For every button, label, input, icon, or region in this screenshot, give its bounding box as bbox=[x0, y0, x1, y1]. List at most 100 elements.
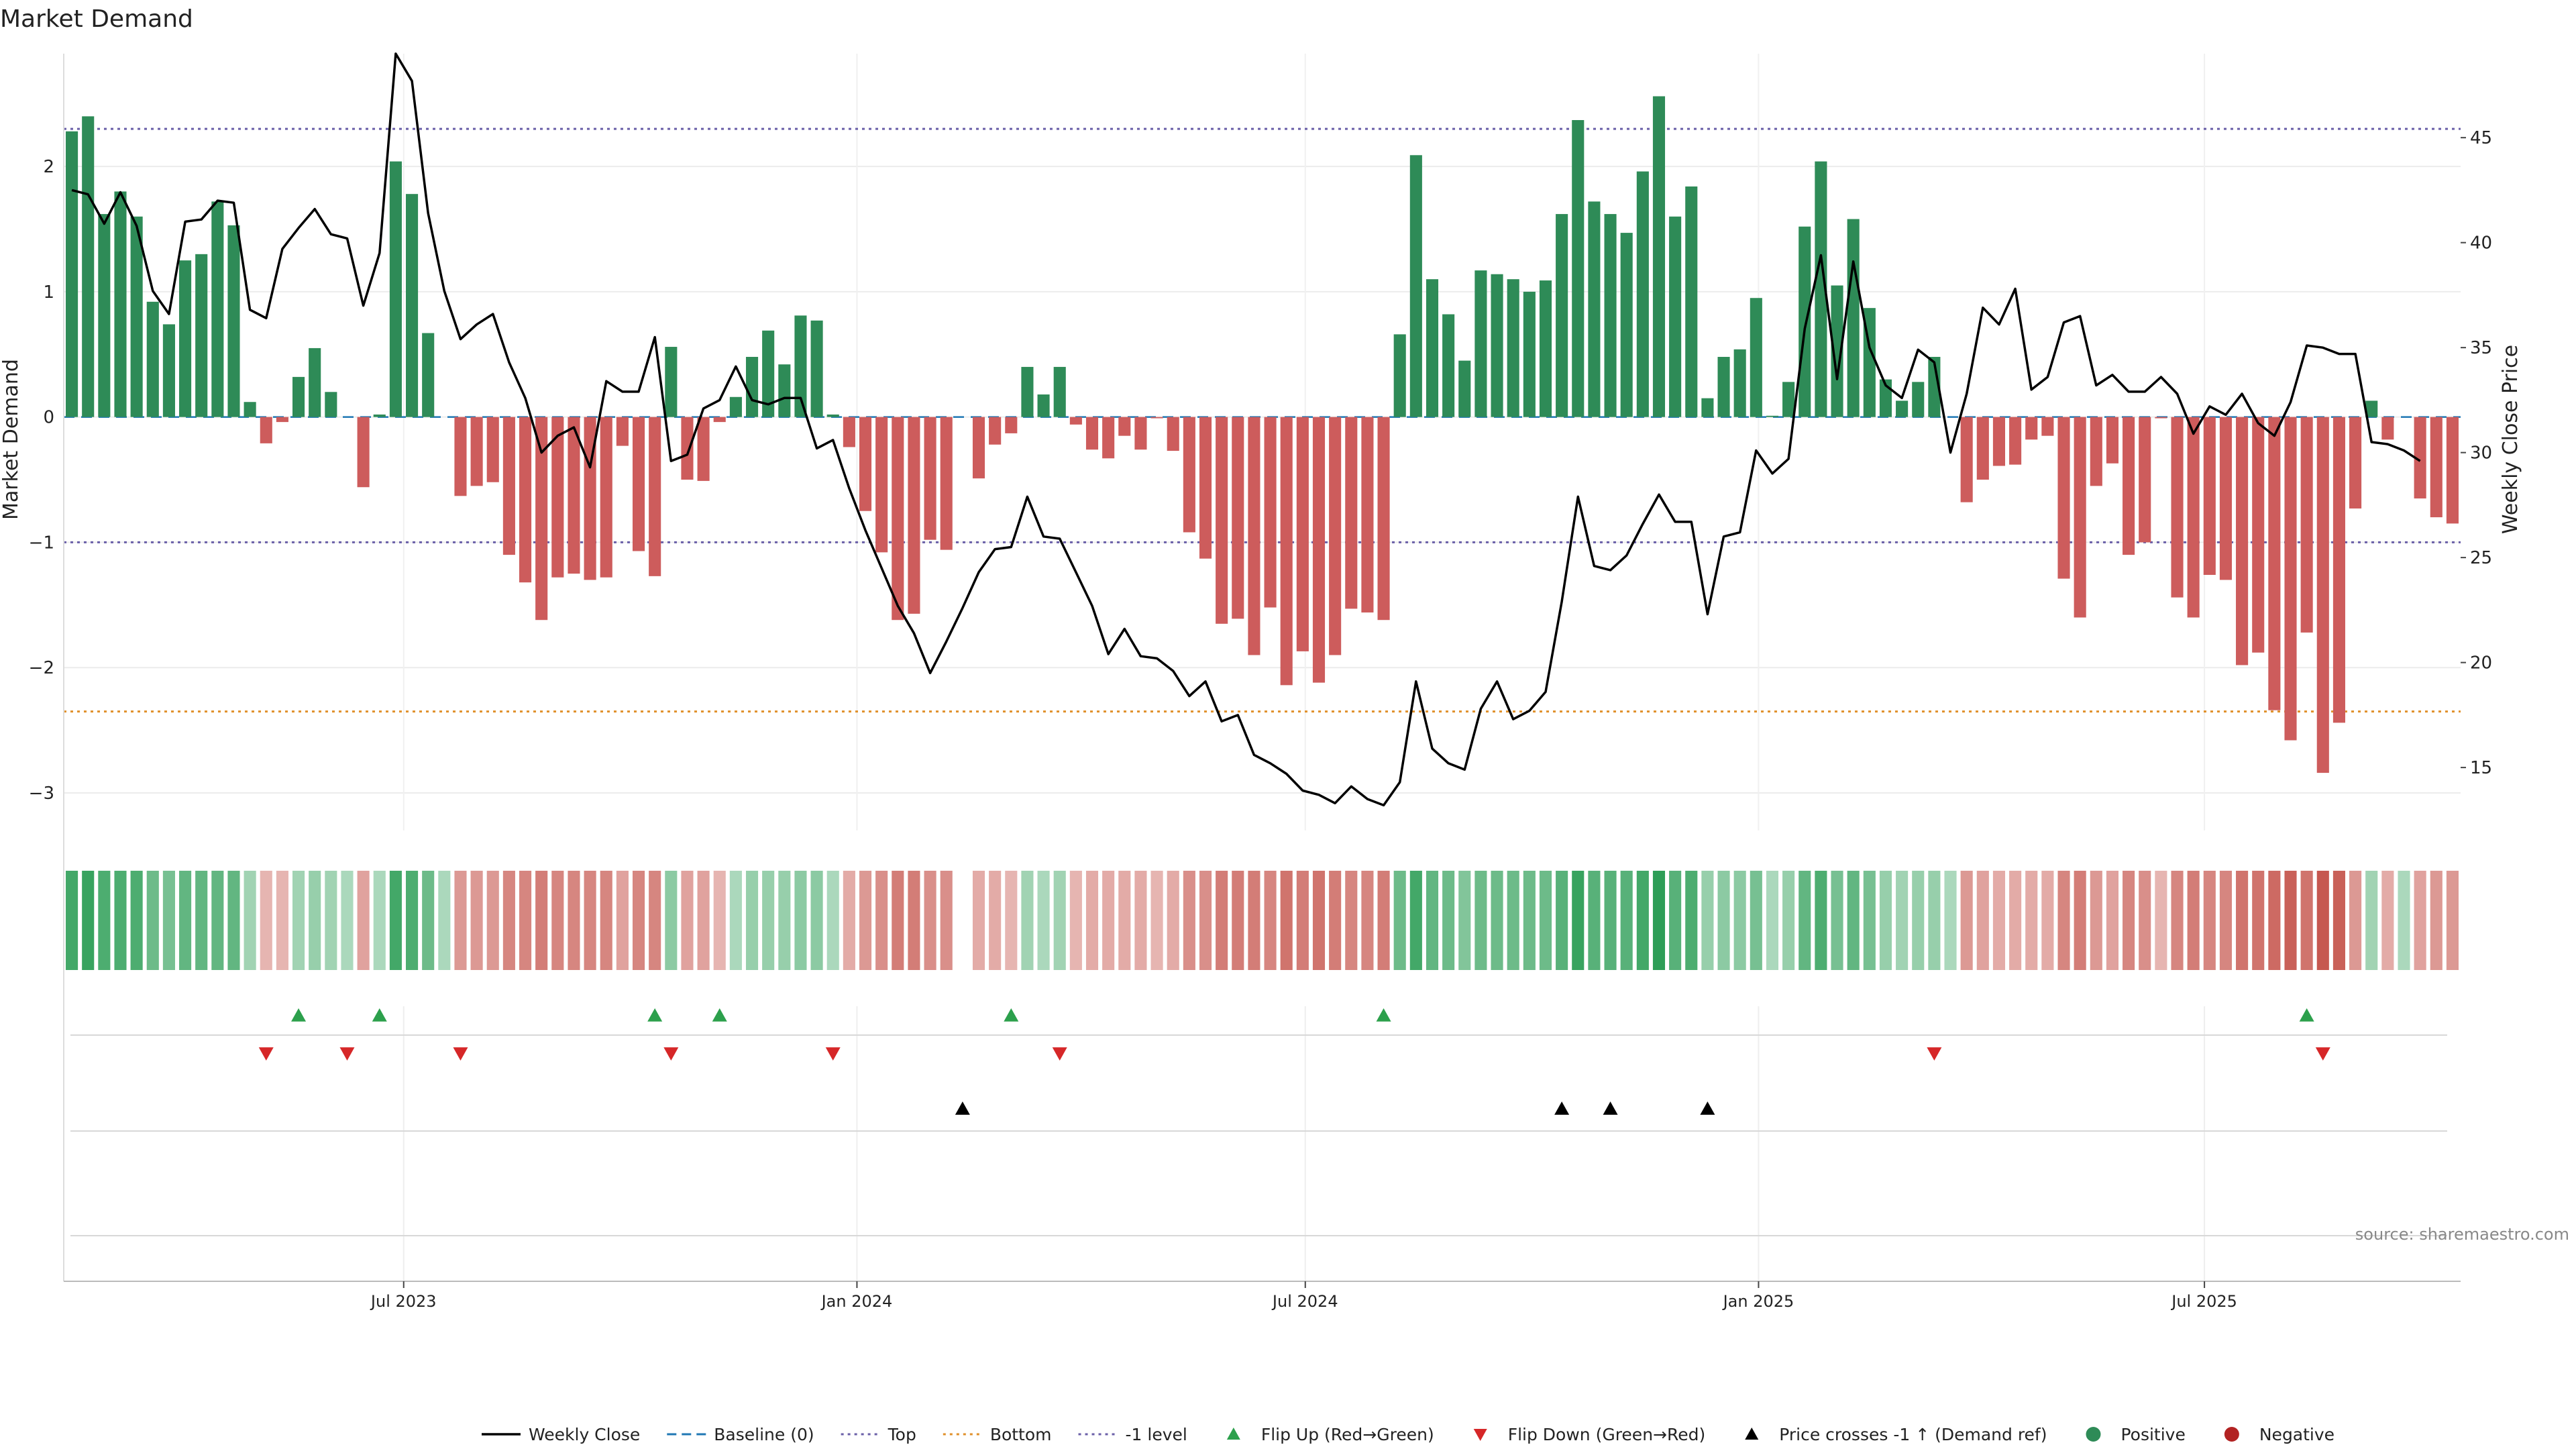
strip-cell bbox=[2252, 871, 2265, 970]
flip-up-marker bbox=[712, 1008, 727, 1022]
strip-cell bbox=[616, 871, 629, 970]
strip-cell bbox=[1863, 871, 1876, 970]
y2-tick-label: 30 bbox=[2470, 443, 2492, 464]
strip-cell bbox=[357, 871, 370, 970]
demand-bar-negative bbox=[1361, 417, 1374, 613]
strip-cell bbox=[762, 871, 775, 970]
demand-bar-negative bbox=[972, 417, 985, 479]
strip-cell bbox=[745, 871, 759, 970]
strip-cell bbox=[1831, 871, 1843, 970]
demand-bar-negative bbox=[2284, 417, 2297, 741]
strip-cell bbox=[1296, 871, 1309, 970]
demand-bar-positive bbox=[1037, 394, 1050, 417]
demand-bar-positive bbox=[810, 320, 823, 417]
demand-bar-negative bbox=[1232, 417, 1244, 619]
demand-bar-negative bbox=[892, 417, 904, 621]
strip-cell bbox=[1701, 871, 1714, 970]
legend-item: Positive bbox=[2086, 1425, 2186, 1444]
legend-item: Bottom bbox=[943, 1425, 1052, 1444]
strip-cell bbox=[1992, 871, 2006, 970]
strip-cell bbox=[2041, 871, 2054, 970]
strip-cell bbox=[1264, 871, 1277, 970]
demand-bar-positive bbox=[745, 356, 759, 417]
demand-bar-positive bbox=[1604, 214, 1617, 417]
legend-swatch bbox=[2224, 1427, 2239, 1442]
strip-cell bbox=[292, 871, 305, 970]
strip-cell bbox=[665, 871, 678, 970]
strip-cell bbox=[826, 871, 839, 970]
demand-bar-negative bbox=[1248, 417, 1260, 655]
strip-cell bbox=[1085, 871, 1099, 970]
demand-bar-negative bbox=[940, 417, 953, 550]
demand-bar-negative bbox=[1183, 417, 1195, 533]
strip-cell bbox=[713, 871, 726, 970]
legend-item: Flip Up (Red→Green) bbox=[1226, 1425, 1434, 1444]
demand-bar-positive bbox=[665, 347, 678, 417]
demand-bar-positive bbox=[292, 376, 305, 417]
strip-cell bbox=[1312, 871, 1326, 970]
strip-cell bbox=[892, 871, 904, 970]
y2-axis-label: Weekly Close Price bbox=[2499, 345, 2522, 534]
strip-cell bbox=[2349, 871, 2362, 970]
flip-down-marker bbox=[2315, 1047, 2330, 1061]
demand-bar-positive bbox=[1928, 356, 1941, 417]
demand-bar-positive bbox=[422, 333, 435, 417]
legend-label: Baseline (0) bbox=[714, 1425, 814, 1444]
demand-bar-negative bbox=[616, 417, 629, 446]
strip-cell bbox=[1733, 871, 1746, 970]
strip-cell bbox=[114, 871, 127, 970]
strip-cell bbox=[325, 871, 337, 970]
strip-cell bbox=[2139, 871, 2151, 970]
demand-bar-negative bbox=[908, 417, 920, 614]
demand-bar-negative bbox=[1216, 417, 1228, 624]
strip-cell bbox=[1928, 871, 1941, 970]
strip-cell bbox=[1766, 871, 1779, 970]
demand-bar-negative bbox=[713, 417, 726, 423]
strip-cell bbox=[1799, 871, 1811, 970]
strip-cell bbox=[276, 871, 288, 970]
strip-cell bbox=[2025, 871, 2038, 970]
strip-cell bbox=[519, 871, 532, 970]
demand-bar-negative bbox=[2414, 417, 2426, 499]
strip-cell bbox=[1604, 871, 1617, 970]
legend-item: -1 level bbox=[1078, 1425, 1187, 1444]
demand-bar-negative bbox=[843, 417, 855, 447]
demand-bar-negative bbox=[2187, 417, 2200, 618]
strip-cell bbox=[1005, 871, 1018, 970]
flip-down-marker bbox=[663, 1047, 679, 1061]
demand-bar-positive bbox=[211, 201, 224, 417]
demand-bar-negative bbox=[2332, 417, 2345, 723]
demand-bar-positive bbox=[762, 330, 775, 417]
price-cross-marker bbox=[1603, 1102, 1618, 1115]
demand-bar-negative bbox=[2009, 417, 2022, 465]
strip-cell bbox=[1216, 871, 1228, 970]
demand-bar-negative bbox=[2381, 417, 2394, 440]
legend-swatch bbox=[1226, 1428, 1240, 1440]
legend-label: Price crosses -1 ↑ (Demand ref) bbox=[1779, 1425, 2047, 1444]
strip-cell bbox=[1815, 871, 1827, 970]
demand-bar-positive bbox=[1782, 382, 1795, 417]
strip-cell bbox=[697, 871, 710, 970]
demand-bar-negative bbox=[1296, 417, 1309, 651]
strip-cell bbox=[1199, 871, 1212, 970]
price-cross-marker bbox=[955, 1102, 970, 1115]
demand-bar-negative bbox=[568, 417, 580, 574]
strip-cell bbox=[989, 871, 1002, 970]
strip-cell bbox=[972, 871, 985, 970]
demand-bar-positive bbox=[130, 216, 143, 417]
strip-cell bbox=[2171, 871, 2184, 970]
strip-cell bbox=[130, 871, 143, 970]
event-panels bbox=[70, 1008, 2447, 1236]
strip-cell bbox=[470, 871, 483, 970]
demand-bar-negative bbox=[1134, 417, 1147, 450]
x-tick-label: Jul 2025 bbox=[2170, 1292, 2237, 1311]
strip-cell bbox=[373, 871, 386, 970]
strip-cell bbox=[2187, 871, 2200, 970]
strip-cell bbox=[438, 871, 451, 970]
strip-cell bbox=[2398, 871, 2410, 970]
demand-bar-negative bbox=[2300, 417, 2313, 633]
strip-cell bbox=[1069, 871, 1082, 970]
demand-bar-negative bbox=[1280, 417, 1293, 686]
demand-bar-negative bbox=[1960, 417, 1973, 502]
strip-cell bbox=[2106, 871, 2119, 970]
